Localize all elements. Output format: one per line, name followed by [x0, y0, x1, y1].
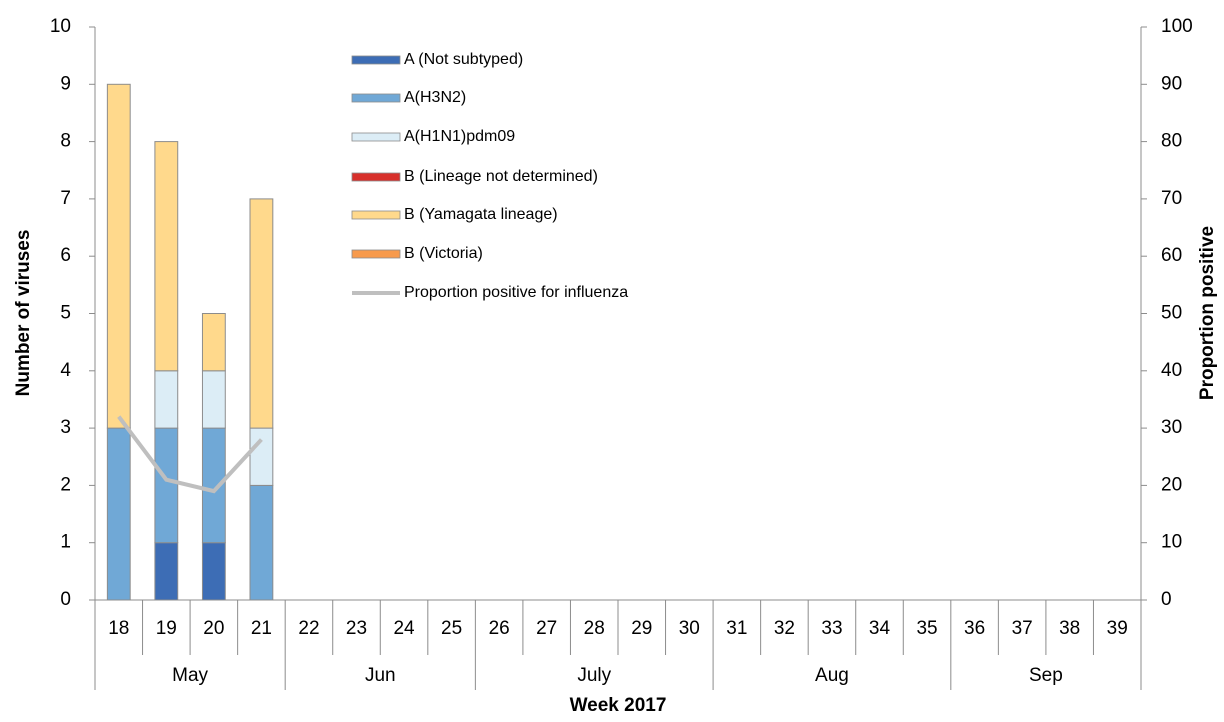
bar-segment: [154, 370, 179, 429]
bar-segment: [201, 313, 226, 372]
y-tick-label: 9: [60, 73, 71, 94]
x-tick-label: 35: [916, 618, 937, 639]
y-tick-label: 7: [60, 188, 71, 209]
bar-segment: [201, 542, 226, 601]
legend-label: A (Not subtyped): [404, 51, 523, 68]
month-label: Sep: [1029, 665, 1063, 686]
y-tick-label: 5: [60, 303, 71, 324]
month-label: May: [172, 665, 208, 686]
y2-tick-label: 60: [1161, 245, 1182, 266]
month-label: July: [577, 665, 611, 686]
month-label: Aug: [815, 665, 849, 686]
x-axis-title: Week 2017: [570, 695, 667, 716]
bar-segment: [249, 427, 274, 486]
y2-tick-label: 90: [1161, 73, 1182, 94]
bar-segment: [249, 484, 274, 601]
y-tick-label: 3: [60, 417, 71, 438]
legend-swatch: [351, 249, 401, 259]
bar-segment: [154, 141, 179, 372]
y2-tick-label: 10: [1161, 532, 1182, 553]
legend-label: A(H3N2): [404, 89, 466, 106]
legend-label: B (Lineage not determined): [404, 168, 598, 185]
x-tick-label: 20: [203, 618, 224, 639]
legend-swatch: [351, 172, 401, 182]
month-label: Jun: [365, 665, 396, 686]
bar-segment: [201, 370, 226, 429]
legend-label: Proportion positive for influenza: [404, 284, 628, 301]
y-tick-label: 0: [60, 589, 71, 610]
legend-swatch: [351, 132, 401, 142]
y2-tick-label: 80: [1161, 131, 1182, 152]
x-tick-label: 29: [631, 618, 652, 639]
x-tick-label: 19: [156, 618, 177, 639]
y2-tick-label: 50: [1161, 303, 1182, 324]
x-tick-label: 22: [298, 618, 319, 639]
x-tick-label: 18: [108, 618, 129, 639]
y-tick-label: 4: [60, 360, 71, 381]
x-tick-label: 37: [1012, 618, 1033, 639]
y-axis-title: Number of viruses: [13, 230, 34, 397]
x-tick-label: 24: [393, 618, 415, 639]
x-tick-label: 36: [964, 618, 985, 639]
x-tick-label: 26: [489, 618, 510, 639]
bar-segment: [249, 198, 274, 429]
y-tick-label: 10: [50, 16, 71, 37]
legend-label: A(H1N1)pdm09: [404, 128, 515, 145]
y-tick-label: 6: [60, 245, 71, 266]
x-tick-label: 28: [584, 618, 605, 639]
x-tick-label: 38: [1059, 618, 1080, 639]
legend-swatch: [351, 55, 401, 65]
y2-tick-label: 40: [1161, 360, 1182, 381]
bar-segment: [106, 83, 131, 429]
y2-tick-label: 20: [1161, 474, 1182, 495]
y2-axis-title: Proportion positive: [1197, 226, 1218, 400]
line: [117, 415, 263, 494]
x-tick-label: 30: [679, 618, 700, 639]
legend-label: B (Victoria): [404, 245, 483, 262]
y2-tick-label: 0: [1161, 589, 1172, 610]
y-tick-label: 8: [60, 131, 71, 152]
y2-tick-label: 100: [1161, 16, 1193, 37]
x-tick-label: 32: [774, 618, 795, 639]
x-tick-label: 21: [251, 618, 272, 639]
x-tick-label: 34: [869, 618, 891, 639]
y2-tick-label: 70: [1161, 188, 1182, 209]
y-tick-label: 2: [60, 474, 71, 495]
x-tick-label: 31: [726, 618, 747, 639]
x-tick-label: 27: [536, 618, 557, 639]
x-tick-label: 33: [821, 618, 842, 639]
legend-swatch: [351, 93, 401, 103]
y-tick-label: 1: [60, 532, 71, 553]
legend-label: B (Yamagata lineage): [404, 206, 558, 223]
bar-segment: [154, 542, 179, 601]
x-tick-label: 39: [1107, 618, 1128, 639]
bar-segment: [106, 427, 131, 601]
x-tick-label: 25: [441, 618, 462, 639]
x-tick-label: 23: [346, 618, 367, 639]
bar-segment: [154, 427, 179, 544]
legend-swatch: [351, 210, 401, 220]
y2-tick-label: 30: [1161, 417, 1182, 438]
